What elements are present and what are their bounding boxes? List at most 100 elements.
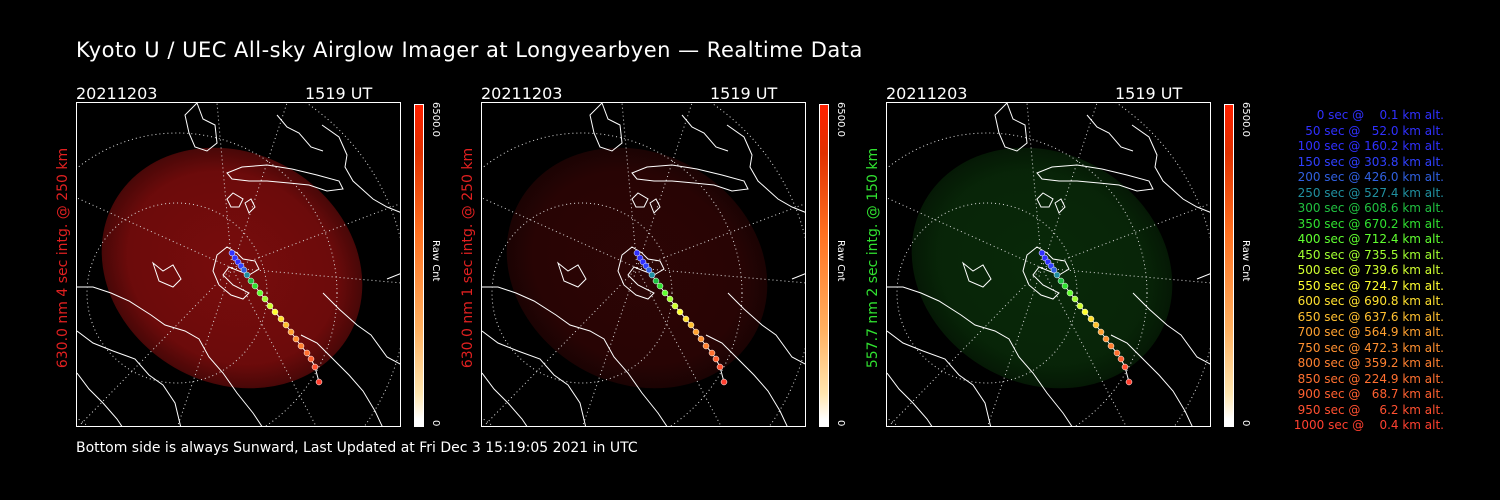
- trajectory-point: [1102, 335, 1110, 343]
- coastline: [1131, 124, 1210, 213]
- latitude-circle: [491, 202, 673, 384]
- trajectory-point: [1061, 282, 1069, 290]
- trajectory-point: [240, 266, 248, 274]
- legend-row: 200 sec @ 426.0 km alt.: [1297, 170, 1444, 184]
- coastline: [705, 334, 788, 426]
- coastline: [244, 198, 256, 214]
- panel-557-2s: 20211203 1519 UT 557.7 nm 2 sec intg. @ …: [865, 80, 1286, 430]
- trajectory-point: [266, 302, 274, 310]
- colorbar-label: Raw Cnt: [835, 240, 846, 282]
- coastline: [994, 103, 1028, 152]
- allsky-image[interactable]: [886, 102, 1211, 427]
- trajectory-point: [633, 249, 641, 257]
- panel-date: 20211203: [76, 84, 158, 103]
- trajectory-point: [271, 308, 279, 316]
- colorbar-label: Raw Cnt: [430, 240, 441, 282]
- trajectory-point: [251, 282, 259, 290]
- trajectory-point: [1117, 355, 1125, 363]
- legend-row: 150 sec @ 303.8 km alt.: [1297, 154, 1444, 169]
- legend-row: 600 sec @ 690.8 km alt.: [1297, 294, 1444, 308]
- trajectory-point: [692, 328, 700, 336]
- colorbar-min: 0: [1240, 420, 1251, 427]
- coastline: [1086, 114, 1134, 152]
- trajectory-point: [1038, 249, 1046, 257]
- trajectory-point: [1121, 363, 1129, 371]
- latitude-circle: [482, 132, 743, 426]
- legend-row: 950 sec @ 6.2 km alt.: [1297, 402, 1444, 417]
- legend-row: 550 sec @ 724.7 km alt.: [1297, 278, 1444, 293]
- trajectory-point: [708, 349, 716, 357]
- trajectory-point: [297, 342, 305, 350]
- legend-row: 350 sec @ 670.2 km alt.: [1297, 216, 1444, 231]
- coastline: [77, 286, 263, 426]
- meridian-line: [482, 197, 638, 269]
- legend-row: 1000 sec @ 0.4 km alt.: [1293, 418, 1444, 432]
- trajectory-point: [247, 277, 255, 285]
- coastline: [386, 273, 400, 280]
- coastline: [1132, 292, 1210, 365]
- trajectory-legend: 0 sec @ 0.1 km alt. 50 sec @ 52.0 km alt.…: [1262, 108, 1444, 434]
- trajectory-point: [261, 295, 269, 303]
- allsky-image[interactable]: [76, 102, 401, 427]
- trajectory-point: [282, 321, 290, 329]
- trajectory-point: [1053, 271, 1061, 279]
- meridian-line: [1041, 267, 1210, 284]
- colorbar: [1224, 104, 1234, 427]
- trajectory-point: [716, 363, 724, 371]
- trajectory-point: [311, 363, 319, 371]
- allsky-map: [887, 103, 1210, 426]
- coastline: [1054, 198, 1066, 214]
- trajectory-point: [292, 335, 300, 343]
- trajectory-point: [228, 249, 236, 257]
- trajectory-point: [712, 355, 720, 363]
- meridian-line: [636, 103, 693, 269]
- meridian-line: [231, 267, 400, 284]
- meridian-line: [77, 197, 233, 269]
- colorbar: [819, 104, 829, 427]
- coastline: [226, 192, 244, 208]
- trajectory-point: [656, 282, 664, 290]
- coastline: [482, 372, 528, 426]
- coastline: [1110, 334, 1193, 426]
- coastline: [556, 261, 587, 288]
- trajectory-point: [307, 355, 315, 363]
- panel-ylabel: 630.0 nm 1 sec intg. @ 250 km: [460, 147, 476, 369]
- legend-row: 850 sec @ 224.9 km alt.: [1297, 371, 1444, 386]
- coastline: [631, 192, 649, 208]
- trajectory-point: [303, 349, 311, 357]
- trajectory-point: [687, 321, 695, 329]
- trajectory-point: [645, 266, 653, 274]
- coastline: [961, 261, 992, 288]
- trajectory-point: [1076, 302, 1084, 310]
- legend-row: 450 sec @ 735.5 km alt.: [1297, 247, 1444, 262]
- coastline: [482, 330, 587, 426]
- panel-ylabel: 557.7 nm 2 sec intg. @ 150 km: [865, 147, 881, 369]
- coastline: [1196, 273, 1210, 280]
- trajectory-point: [1057, 277, 1065, 285]
- meridian-line: [887, 197, 1043, 269]
- allsky-image[interactable]: [481, 102, 806, 427]
- latitude-circle: [77, 132, 338, 426]
- panel-time: 1519 UT: [305, 84, 373, 103]
- coastline: [322, 292, 400, 365]
- legend-row: 100 sec @ 160.2 km alt.: [1297, 139, 1444, 153]
- page-title: Kyoto U / UEC All-sky Airglow Imager at …: [76, 38, 863, 62]
- coastline: [1022, 246, 1070, 300]
- trajectory-point: [1125, 378, 1133, 386]
- trajectory-point: [671, 302, 679, 310]
- colorbar-max: 6500.0: [430, 102, 441, 137]
- panel-630-4s: 20211203 1519 UT 630.0 nm 4 sec intg. @ …: [55, 80, 476, 430]
- legend-row: 250 sec @ 527.4 km alt.: [1297, 185, 1444, 200]
- colorbar-label: Raw Cnt: [1240, 240, 1251, 282]
- trajectory-point: [287, 328, 295, 336]
- trajectory-point: [243, 271, 251, 279]
- legend-row: 700 sec @ 564.9 km alt.: [1297, 325, 1444, 339]
- colorbar-max: 6500.0: [835, 102, 846, 137]
- trajectory-point: [682, 315, 690, 323]
- allsky-map: [77, 103, 400, 426]
- panel-630-1s: 20211203 1519 UT 630.0 nm 1 sec intg. @ …: [460, 80, 881, 430]
- legend-row: 650 sec @ 637.6 km alt.: [1297, 309, 1444, 324]
- legend-row: 400 sec @ 712.4 km alt.: [1297, 232, 1444, 246]
- coastline: [589, 103, 623, 152]
- latitude-circle: [896, 202, 1078, 384]
